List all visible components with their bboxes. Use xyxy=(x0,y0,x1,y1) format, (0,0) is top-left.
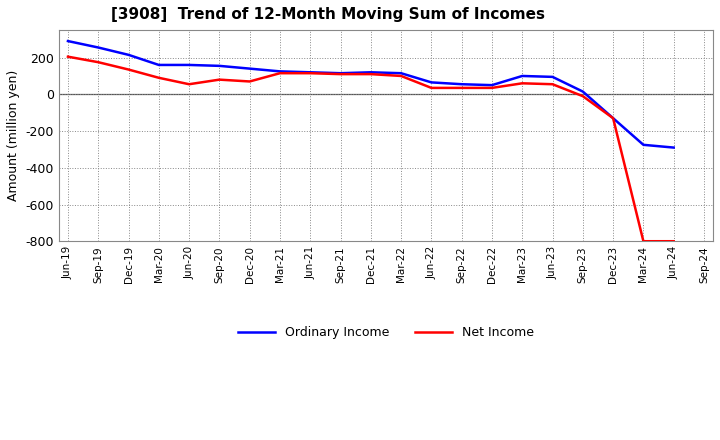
Legend: Ordinary Income, Net Income: Ordinary Income, Net Income xyxy=(233,321,539,345)
Ordinary Income xyxy=(276,69,284,74)
Ordinary Income xyxy=(63,38,72,44)
Ordinary Income xyxy=(518,73,526,79)
Ordinary Income xyxy=(397,70,405,76)
Net Income xyxy=(306,70,315,76)
Net Income xyxy=(397,73,405,79)
Line: Ordinary Income: Ordinary Income xyxy=(68,41,674,147)
Ordinary Income xyxy=(215,63,224,69)
Net Income xyxy=(548,81,557,87)
Ordinary Income xyxy=(548,74,557,80)
Ordinary Income xyxy=(670,145,678,150)
Ordinary Income xyxy=(94,45,102,50)
Ordinary Income xyxy=(457,81,466,87)
Ordinary Income xyxy=(125,52,133,58)
Net Income xyxy=(670,238,678,244)
Ordinary Income xyxy=(306,70,315,75)
Net Income xyxy=(639,238,648,244)
Ordinary Income xyxy=(185,62,194,68)
Ordinary Income xyxy=(578,89,587,94)
Net Income xyxy=(246,79,254,84)
Net Income xyxy=(336,71,345,77)
Net Income xyxy=(487,85,496,91)
Net Income xyxy=(63,54,72,59)
Net Income xyxy=(578,94,587,99)
Net Income xyxy=(155,75,163,81)
Y-axis label: Amount (million yen): Amount (million yen) xyxy=(7,70,20,201)
Net Income xyxy=(457,85,466,91)
Net Income xyxy=(609,116,618,121)
Ordinary Income xyxy=(366,70,375,75)
Net Income xyxy=(427,85,436,91)
Ordinary Income xyxy=(609,116,618,121)
Net Income xyxy=(215,77,224,82)
Ordinary Income xyxy=(639,142,648,147)
Ordinary Income xyxy=(155,62,163,68)
Ordinary Income xyxy=(246,66,254,71)
Line: Net Income: Net Income xyxy=(68,57,674,241)
Net Income xyxy=(94,59,102,65)
Net Income xyxy=(125,67,133,72)
Net Income xyxy=(518,81,526,86)
Net Income xyxy=(366,71,375,77)
Ordinary Income xyxy=(487,83,496,88)
Net Income xyxy=(276,70,284,76)
Ordinary Income xyxy=(336,70,345,76)
Net Income xyxy=(185,81,194,87)
Ordinary Income xyxy=(427,80,436,85)
Text: [3908]  Trend of 12-Month Moving Sum of Incomes: [3908] Trend of 12-Month Moving Sum of I… xyxy=(111,7,545,22)
